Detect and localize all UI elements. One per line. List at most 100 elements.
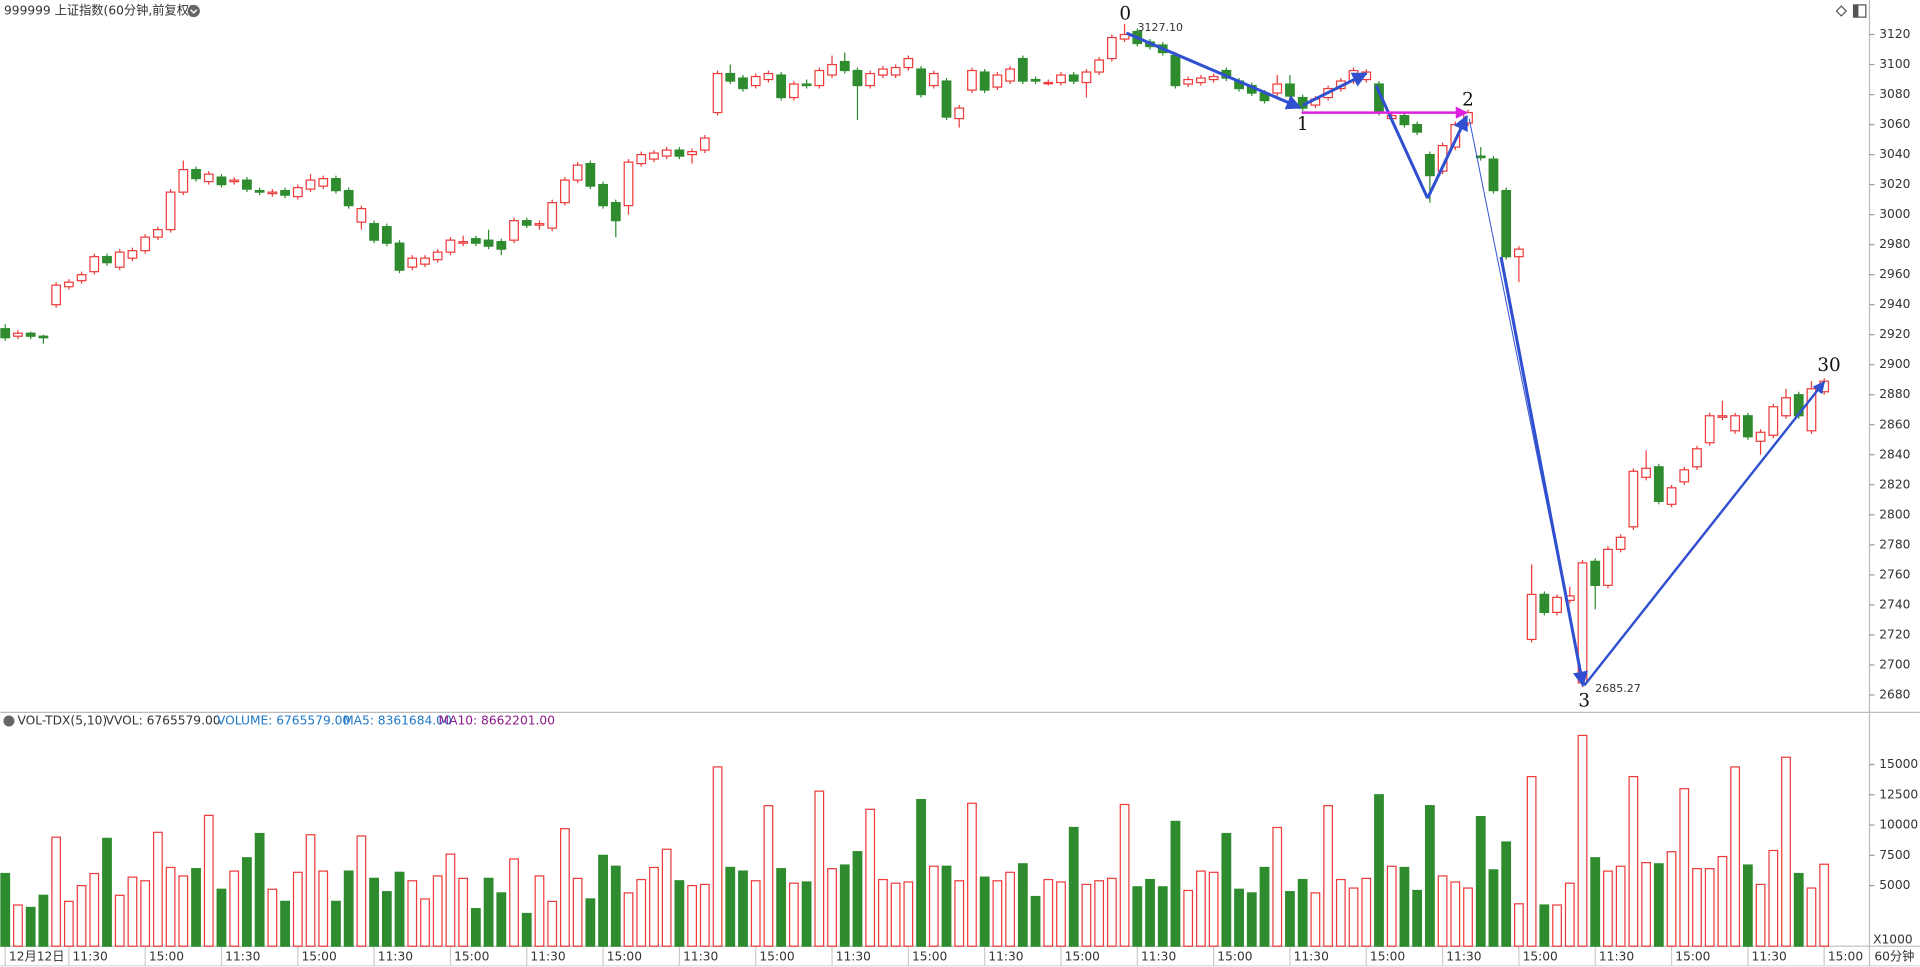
volume-vvol: VVOL: 6765579.00: [106, 713, 221, 727]
volume-bar: [763, 805, 774, 947]
candle-body: [1742, 415, 1753, 438]
volume-bar: [878, 878, 888, 947]
candle-body: [1030, 78, 1041, 82]
candle-body: [585, 162, 596, 187]
title-menu-icon[interactable]: [187, 4, 200, 18]
candle-body: [967, 69, 977, 91]
volume-bar: [1094, 880, 1105, 947]
wave-arrow: [1499, 256, 1588, 687]
candle-body: [636, 153, 647, 165]
volume-bar: [63, 900, 74, 947]
volume-bar: [432, 875, 443, 947]
volume-bar: [1056, 881, 1066, 947]
x-tick-label: 11:30: [73, 950, 108, 964]
volume-bar: [1221, 832, 1232, 947]
candle-body: [280, 190, 290, 196]
volume-bar: [356, 835, 367, 947]
candle-body: [267, 191, 278, 195]
volume-bar: [1628, 775, 1639, 947]
candle-body: [1679, 469, 1690, 483]
wave-arrow: [1374, 85, 1429, 199]
volume-bar: [1781, 756, 1791, 947]
volume-bar: [1704, 868, 1715, 947]
volume-bar: [13, 904, 23, 947]
candle-body: [420, 257, 430, 265]
candle-body: [1704, 415, 1715, 444]
toolbar-icon[interactable]: [1835, 5, 1848, 17]
wave-arrow: [1583, 380, 1826, 687]
volume-bar: [699, 883, 710, 947]
candle-body: [318, 178, 329, 187]
volume-bar: [521, 912, 532, 947]
volume-bar: [242, 857, 252, 947]
volume-indicator: VOL-TDX(5,10): [17, 713, 107, 727]
volume-bar: [483, 877, 494, 947]
volume-bar: [1183, 889, 1194, 947]
volume-bar: [674, 880, 685, 947]
volume-bar: [1017, 863, 1028, 947]
volume-bar: [305, 834, 316, 947]
candle-body: [814, 69, 825, 87]
volume-bar: [1424, 805, 1435, 947]
volume-bar: [394, 871, 405, 947]
volume-bar: [280, 900, 290, 947]
x-tick-label: 15:00: [301, 950, 336, 964]
candle-body: [521, 220, 532, 226]
candle-body: [649, 152, 659, 160]
chart-title: 999999 上证指数(60分钟,前复权): [4, 3, 194, 18]
candle-body: [76, 274, 87, 282]
volume-bar: [1666, 851, 1677, 947]
volume-bar: [801, 881, 812, 947]
y-tick-label: 2700: [1879, 657, 1910, 671]
y-tick-label: 2740: [1879, 597, 1910, 611]
volume-bar: [191, 868, 201, 947]
x-tick-label: 15:00: [912, 950, 947, 964]
volume-bar: [814, 790, 825, 947]
candle-body: [13, 332, 23, 337]
candle-body: [547, 202, 558, 229]
candle-body: [1641, 467, 1651, 478]
y-tick-label: 3100: [1879, 57, 1910, 71]
candle-body: [661, 149, 672, 157]
y-tick-label: 2900: [1879, 357, 1910, 371]
y-tick-label: 2860: [1879, 417, 1910, 431]
wave-arrow: [1302, 72, 1368, 107]
candle-body: [152, 229, 163, 238]
volume-bar: [1653, 863, 1664, 947]
volume-bar: [598, 854, 608, 947]
x-tick-label: 15:00: [1370, 950, 1405, 964]
x-tick-label: 11:30: [1294, 950, 1329, 964]
period-label[interactable]: 60分钟: [1874, 949, 1914, 964]
candle-body: [1781, 397, 1791, 417]
candle-body: [560, 179, 570, 204]
volume-bar: [1603, 870, 1613, 947]
candle-body: [712, 72, 723, 114]
candle-body: [865, 72, 876, 87]
candle-body: [1412, 123, 1423, 133]
volume-bar: [1526, 775, 1537, 947]
volume-bar: [1539, 904, 1550, 947]
y-tick-label: 3120: [1879, 27, 1910, 41]
candle-body: [878, 68, 888, 76]
volume-bar: [369, 877, 380, 947]
y-tick-label: 2940: [1879, 297, 1910, 311]
volume-bar: [1374, 794, 1384, 947]
candle-body: [903, 57, 914, 69]
x-tick-label: 11:30: [1752, 950, 1787, 964]
x-tick-label: 15:00: [1523, 950, 1558, 964]
candle-body: [25, 332, 36, 337]
toolbar-icon-fill: [1853, 4, 1859, 18]
candle-body: [788, 83, 799, 99]
y-tick-label: 2760: [1879, 567, 1910, 581]
volume-bar: [1742, 864, 1753, 947]
candle-body: [1208, 75, 1219, 81]
volume-menu-icon[interactable]: [3, 715, 15, 727]
volume-ma5: MA5: 8361684.00: [343, 713, 452, 727]
volume-bar: [1692, 868, 1702, 947]
title-menu-chevron: [190, 9, 198, 14]
candle-body: [89, 256, 100, 273]
volume-bar: [1730, 766, 1741, 947]
volume-bar: [1106, 877, 1117, 947]
candle-body: [699, 137, 710, 151]
volume-bar: [1514, 903, 1524, 947]
